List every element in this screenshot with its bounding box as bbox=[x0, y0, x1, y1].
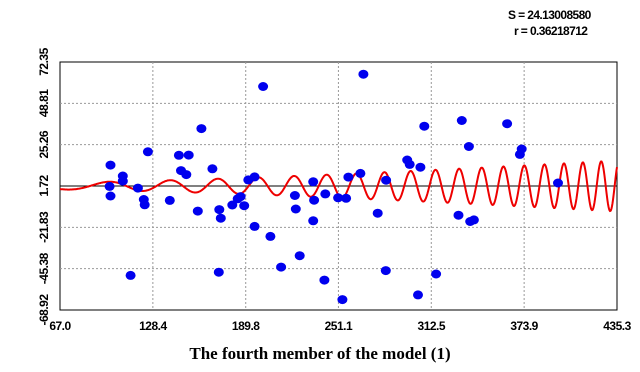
data-point bbox=[289, 191, 300, 200]
data-point bbox=[468, 215, 479, 225]
y-tick-label: 1.72 bbox=[37, 174, 51, 196]
data-point bbox=[117, 176, 128, 186]
data-point bbox=[453, 210, 464, 220]
data-point bbox=[249, 172, 260, 182]
x-tick-label: 373.9 bbox=[510, 319, 538, 333]
data-points bbox=[104, 69, 563, 305]
y-tick-label: 72.35 bbox=[37, 47, 51, 75]
data-point bbox=[105, 191, 116, 201]
data-point bbox=[173, 150, 184, 160]
data-point bbox=[463, 142, 474, 151]
x-tick-labels: 67.0 128.4 189.8 251.1 312.5 373.9 435.3 bbox=[49, 319, 632, 333]
data-point bbox=[419, 121, 430, 131]
data-point bbox=[413, 290, 423, 300]
data-point bbox=[227, 200, 238, 210]
data-point bbox=[142, 147, 153, 157]
data-point bbox=[105, 160, 116, 170]
data-point bbox=[341, 193, 352, 203]
data-point bbox=[214, 205, 225, 215]
data-point bbox=[207, 164, 218, 174]
data-point bbox=[308, 216, 319, 226]
data-point bbox=[431, 269, 442, 279]
y-tick-label: -68.92 bbox=[37, 294, 51, 326]
data-point bbox=[320, 189, 331, 199]
data-point bbox=[381, 175, 392, 185]
x-tick-label: 189.8 bbox=[232, 319, 260, 333]
data-point bbox=[258, 82, 269, 91]
data-point bbox=[132, 183, 143, 193]
data-point bbox=[125, 270, 136, 280]
data-point bbox=[290, 204, 301, 214]
data-point bbox=[139, 200, 150, 210]
data-point bbox=[358, 69, 369, 79]
data-point bbox=[516, 144, 527, 154]
x-tick-label: 435.3 bbox=[603, 319, 631, 333]
data-point bbox=[337, 295, 348, 305]
data-point bbox=[380, 266, 391, 276]
data-point bbox=[213, 267, 224, 277]
data-point bbox=[196, 124, 207, 134]
data-point bbox=[502, 119, 513, 129]
data-point bbox=[183, 150, 194, 160]
y-tick-labels: 72.35 48.81 25.26 1.72 -21.83 -45.38 -68.92 bbox=[37, 47, 51, 325]
chart-svg: 72.35 48.81 25.26 1.72 -21.83 -45.38 -68.92 67… bbox=[37, 47, 632, 333]
data-point bbox=[249, 221, 260, 231]
data-point bbox=[308, 177, 319, 187]
y-tick-label: -45.38 bbox=[37, 252, 51, 284]
chart-caption: The fourth member of the model (1) bbox=[189, 344, 451, 363]
x-tick-label: 312.5 bbox=[418, 319, 446, 333]
data-point bbox=[372, 208, 383, 218]
data-point bbox=[355, 168, 366, 178]
data-point bbox=[333, 193, 344, 203]
data-point bbox=[404, 159, 415, 169]
data-point bbox=[553, 178, 563, 188]
data-point bbox=[104, 181, 115, 191]
std-error-label: S = 24.13008580 bbox=[508, 8, 591, 22]
data-point bbox=[235, 192, 246, 202]
y-tick-label: 25.26 bbox=[37, 130, 51, 158]
data-point bbox=[265, 231, 276, 241]
data-point bbox=[319, 275, 330, 285]
data-point bbox=[181, 170, 192, 180]
x-tick-label: 128.4 bbox=[139, 319, 167, 333]
data-point bbox=[215, 213, 226, 223]
data-point bbox=[456, 116, 467, 125]
data-point bbox=[192, 206, 203, 216]
x-tick-label: 251.1 bbox=[325, 319, 353, 333]
y-tick-label: 48.81 bbox=[37, 89, 51, 117]
data-point bbox=[239, 201, 250, 211]
data-point bbox=[309, 195, 320, 205]
correlation-label: r = 0.36218712 bbox=[514, 24, 588, 38]
data-point bbox=[343, 172, 354, 182]
data-point bbox=[276, 262, 287, 272]
x-tick-label: 67.0 bbox=[49, 319, 71, 333]
data-point bbox=[294, 251, 305, 261]
y-tick-label: -21.83 bbox=[37, 211, 51, 243]
data-point bbox=[415, 162, 426, 172]
data-point bbox=[164, 195, 175, 205]
